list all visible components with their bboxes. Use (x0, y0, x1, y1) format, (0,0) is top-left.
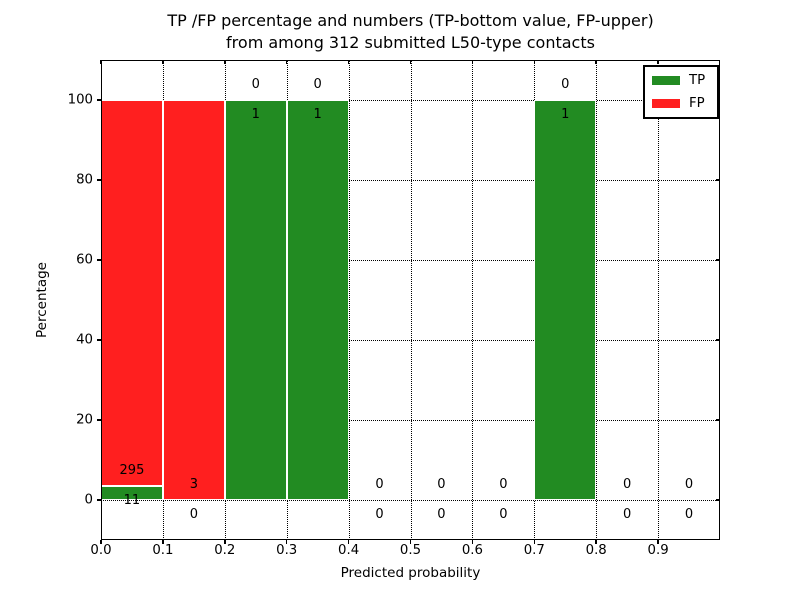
fp-count-label-bin-6: 0 (499, 477, 508, 492)
y-tick-mark-right-40 (716, 339, 720, 341)
x-tick-mark-bottom-0.5 (409, 540, 412, 544)
x-tick-mark-bottom-0.9 (657, 540, 659, 544)
x-tick-mark-bottom-0.4 (347, 540, 350, 544)
gridline-y-0-overlay (101, 500, 720, 501)
x-tick-label-0.0: 0.0 (90, 543, 112, 558)
fp-count-label-bin-9: 0 (684, 477, 694, 492)
gridline-x-0.9 (658, 60, 660, 540)
legend-row-fp: FP (645, 95, 717, 111)
x-tick-mark-top-0.5 (409, 60, 412, 64)
x-tick-mark-top-0.4 (347, 60, 350, 64)
x-tick-label-0.5: 0.5 (399, 543, 422, 558)
fp-count-label-bin-4: 0 (375, 477, 384, 492)
tp-count-label-bin-9: 0 (684, 507, 694, 522)
x-tick-mark-bottom-0.7 (533, 540, 536, 544)
x-tick-mark-top-0.3 (285, 60, 288, 64)
x-tick-mark-top-0.6 (471, 60, 474, 64)
y-tick-mark-right-20 (716, 419, 720, 421)
gridline-y-20 (101, 420, 720, 421)
y-tick-mark-right-0 (716, 499, 720, 501)
x-tick-mark-bottom-0.6 (471, 540, 474, 544)
y-tick-mark-right-60 (716, 259, 720, 261)
x-tick-mark-top-0.8 (595, 60, 597, 64)
x-tick-label-0.4: 0.4 (338, 543, 360, 558)
tp-count-label-bin-1: 0 (189, 507, 198, 522)
x-tick-mark-bottom-0.3 (285, 540, 288, 544)
y-tick-mark-left-80 (97, 179, 101, 181)
gridline-x-0.4 (348, 60, 350, 540)
gridline-x-0.5 (410, 60, 412, 540)
x-tick-label-0.3: 0.3 (276, 543, 298, 558)
fp-count-label-bin-2: 0 (251, 77, 260, 92)
chart-title: TP /FP percentage and numbers (TP-bottom… (101, 10, 720, 54)
fp-count-label-bin-7: 0 (561, 77, 570, 92)
fp-count-label-bin-3: 0 (313, 77, 322, 92)
tp-bar-bin-7 (534, 100, 597, 500)
y-axis-label: Percentage (34, 262, 50, 338)
y-tick-mark-left-20 (97, 419, 101, 421)
x-tick-mark-bottom-0.2 (224, 540, 226, 544)
fp-bar-bin-0 (101, 100, 163, 486)
tp-count-label-bin-2: 1 (251, 107, 260, 122)
fp-count-label-bin-1: 3 (189, 477, 198, 492)
x-tick-label-0.6: 0.6 (461, 543, 483, 558)
legend: TP FP (643, 65, 719, 119)
chart-title-line1: TP /FP percentage and numbers (TP-bottom… (167, 11, 654, 30)
tp-count-label-bin-8: 0 (623, 507, 632, 522)
x-tick-mark-top-0.9 (657, 60, 659, 64)
legend-label-fp: FP (689, 95, 705, 111)
y-tick-mark-left-100 (97, 99, 101, 101)
tp-count-label-bin-6: 0 (499, 507, 508, 522)
fp-count-label-bin-0: 295 (119, 462, 145, 478)
legend-row-tp: TP (645, 72, 717, 88)
tp-count-label-bin-4: 0 (375, 507, 384, 522)
x-tick-mark-top-0.1 (162, 60, 164, 64)
y-tick-mark-left-0 (97, 499, 101, 501)
tp-bar-bin-2 (224, 100, 287, 500)
tp-count-label-bin-0: 11 (123, 492, 141, 508)
fp-legend-swatch (652, 99, 680, 108)
x-tick-mark-top-0.7 (533, 60, 536, 64)
y-tick-mark-right-80 (716, 179, 720, 181)
x-tick-mark-top-0.0 (100, 60, 102, 64)
y-tick-label-0: 0 (84, 492, 93, 508)
plot-area: 295 11 3 0 0 1 0 1 0 0 0 0 0 0 0 1 0 0 0 0 TP FP (97, 60, 720, 544)
gridline-y-40 (101, 340, 720, 341)
x-tick-label-0.2: 0.2 (214, 543, 236, 558)
x-tick-mark-bottom-0.8 (595, 540, 597, 544)
gridline-y-80 (101, 180, 720, 181)
x-tick-mark-bottom-0.0 (100, 540, 102, 544)
gridline-y-60 (101, 260, 720, 261)
gridline-y-100 (101, 100, 720, 101)
y-tick-mark-left-40 (97, 339, 101, 341)
x-tick-label-0.1: 0.1 (152, 543, 174, 558)
x-tick-mark-bottom-0.1 (162, 540, 164, 544)
tp-legend-swatch (652, 76, 680, 85)
y-tick-label-40: 40 (76, 332, 93, 348)
gridline-x-0.6 (472, 60, 474, 540)
y-tick-mark-left-60 (97, 259, 101, 261)
tp-count-label-bin-5: 0 (437, 507, 446, 522)
x-axis-label: Predicted probability (340, 565, 481, 581)
fp-count-label-bin-5: 0 (437, 477, 446, 492)
x-tick-label-0.9: 0.9 (647, 543, 669, 558)
fp-bar-bin-1 (162, 100, 225, 500)
y-tick-label-100: 100 (67, 92, 93, 108)
tp-count-label-bin-7: 1 (561, 107, 570, 122)
legend-label-tp: TP (689, 72, 706, 88)
x-tick-label-0.7: 0.7 (523, 543, 545, 558)
tp-count-label-bin-3: 1 (313, 107, 322, 122)
x-tick-label-0.8: 0.8 (585, 543, 607, 558)
fp-count-label-bin-8: 0 (623, 477, 632, 492)
x-tick-mark-top-0.2 (224, 60, 226, 64)
chart-title-line2: from among 312 submitted L50-type contac… (226, 33, 595, 52)
gridline-x-0.8 (596, 60, 598, 540)
y-tick-label-80: 80 (76, 172, 93, 188)
tp-bar-bin-3 (286, 100, 349, 500)
y-tick-label-60: 60 (76, 252, 93, 268)
y-tick-label-20: 20 (76, 412, 93, 428)
